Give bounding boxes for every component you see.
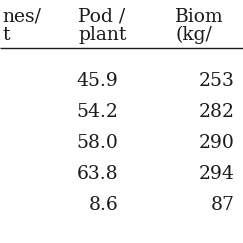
- Text: 54.2: 54.2: [76, 103, 118, 121]
- Text: 87: 87: [211, 196, 235, 214]
- Text: plant: plant: [78, 26, 126, 44]
- Text: 290: 290: [199, 134, 235, 152]
- Text: Pod /: Pod /: [78, 8, 125, 26]
- Text: 282: 282: [199, 103, 235, 121]
- Text: t: t: [2, 26, 9, 44]
- Text: 63.8: 63.8: [76, 165, 118, 183]
- Text: 45.9: 45.9: [76, 72, 118, 90]
- Text: 253: 253: [199, 72, 235, 90]
- Text: 294: 294: [199, 165, 235, 183]
- Text: 58.0: 58.0: [76, 134, 118, 152]
- Text: (kg/: (kg/: [175, 26, 212, 44]
- Text: Biom: Biom: [175, 8, 224, 26]
- Text: 8.6: 8.6: [88, 196, 118, 214]
- Text: nes/: nes/: [2, 8, 41, 26]
